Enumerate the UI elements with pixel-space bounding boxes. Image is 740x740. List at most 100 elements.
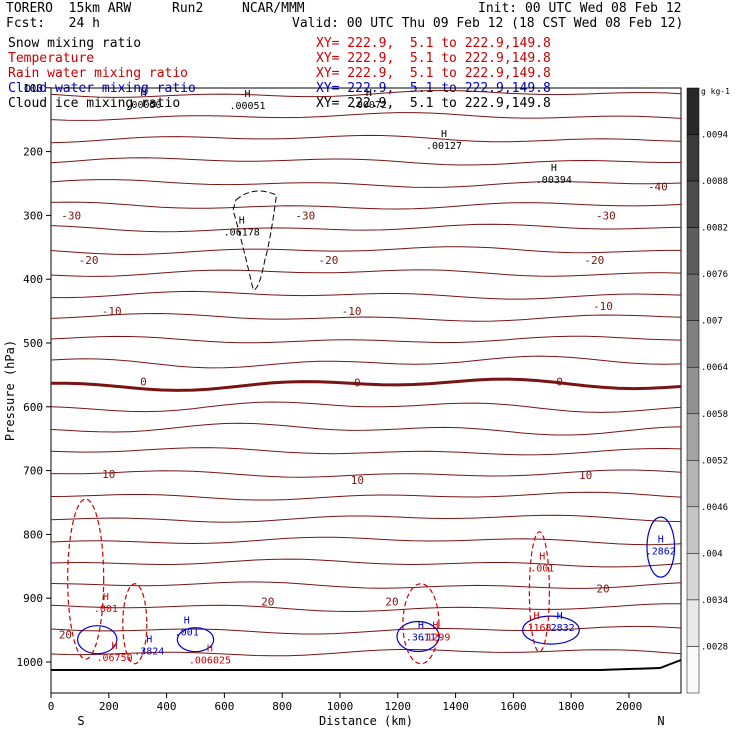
colorbar-tick-label: .0058 [701, 410, 728, 420]
maximum-label: .06750 [97, 653, 133, 664]
y-axis-label: Pressure (hPa) [3, 340, 17, 441]
south-end-label: S [77, 714, 84, 728]
temperature-label: -20 [584, 254, 604, 267]
isotherm [50, 603, 681, 613]
temperature-label: 20 [261, 595, 274, 608]
legend-range-cloud-ice: XY= 222.9, 5.1 to 222.9,149.8 [316, 96, 551, 111]
isotherm [50, 401, 682, 413]
colorbar-segment [686, 366, 700, 415]
colorbar-segment [686, 227, 700, 275]
isotherm [50, 422, 682, 436]
cloud-water-contour [176, 627, 215, 653]
isotherm [50, 312, 682, 322]
colorbar-segment [686, 553, 700, 601]
colorbar-tick-label: .0052 [701, 456, 728, 466]
maximum-marker: H [146, 635, 152, 646]
colorbar-tick-label: .0082 [701, 224, 728, 234]
maximum-label: .3824 [134, 647, 164, 658]
y-tick-label: 300 [23, 209, 43, 222]
maximum-label: .1168 [521, 623, 551, 634]
isotherm [50, 649, 682, 657]
colorbar-segment [686, 180, 700, 228]
cloud-water-contour [396, 620, 440, 653]
y-tick-label: 600 [23, 401, 43, 414]
maximum-marker: H [103, 592, 109, 603]
maximum-marker: H [418, 620, 424, 631]
temperature-label: 20 [596, 583, 609, 596]
maximum-label: .001 [530, 564, 554, 575]
temperature-label: -30 [596, 209, 616, 222]
isotherm [50, 179, 682, 188]
maximum-label: .001 [175, 627, 199, 638]
maximum-label: .00050 [125, 100, 161, 111]
cloud-ice-contour [232, 190, 277, 291]
colorbar-segment [686, 134, 700, 182]
maximum-label: .06178 [224, 227, 260, 238]
temperature-label: 20 [385, 595, 398, 608]
maximum-label: .001 [94, 604, 118, 615]
temperature-label: -20 [318, 254, 338, 267]
maximum-label: .00072 [351, 100, 387, 111]
y-tick-label: 800 [23, 528, 43, 541]
temperature-label: 20 [59, 629, 72, 642]
x-tick-label: 1800 [558, 700, 585, 713]
temperature-label: 0 [354, 377, 361, 390]
temperature-label: 10 [102, 468, 115, 481]
colorbar-segment [686, 646, 700, 694]
maximum-marker: H [441, 129, 447, 140]
colorbar-segment [686, 599, 700, 647]
maximum-marker: H [533, 611, 539, 622]
colorbar-tick-label: .0034 [701, 596, 728, 606]
isotherm [51, 377, 682, 392]
x-axis-label: Distance (km) [319, 714, 413, 728]
isotherm [50, 157, 682, 166]
isotherm [51, 290, 682, 300]
ground-line [51, 659, 682, 671]
x-tick-label: 0 [48, 700, 55, 713]
colorbar-tick-label: .0064 [701, 363, 728, 373]
maximum-label: .1299 [420, 632, 450, 643]
maximum-marker: H [140, 88, 146, 99]
isotherm [50, 491, 682, 501]
rain-water-contour [122, 583, 148, 665]
temperature-label: -30 [295, 209, 315, 222]
isotherm [50, 246, 681, 256]
y-tick-label: 700 [23, 465, 43, 478]
colorbar-segment [686, 320, 700, 368]
colorbar-segment [686, 87, 700, 135]
rain-water-contour [67, 498, 105, 660]
isotherm [50, 112, 682, 121]
x-tick-label: 1200 [385, 700, 412, 713]
y-tick-label: 200 [23, 146, 43, 159]
north-end-label: N [657, 714, 664, 728]
colorbar-segment [686, 273, 700, 321]
x-tick-label: 400 [157, 700, 177, 713]
valid-time: Valid: 00 UTC Thu 09 Feb 12 (18 CST Wed … [292, 16, 684, 31]
isotherm [50, 625, 682, 635]
isotherm [50, 269, 682, 277]
maximum-marker: H [551, 163, 557, 174]
colorbar-segment [686, 506, 700, 554]
y-tick-label: 1000 [17, 656, 44, 669]
plot-frame [50, 87, 682, 694]
maximum-marker: H [557, 611, 563, 622]
rain-water-contour [402, 583, 440, 665]
legend-name-rain: Rain water mixing ratio [8, 66, 189, 81]
isotherm [50, 514, 682, 523]
maximum-label: .00127 [426, 141, 462, 152]
legend-range-rain: XY= 222.9, 5.1 to 222.9,149.8 [316, 66, 551, 81]
colorbar-tick-label: .007 [701, 317, 723, 327]
isotherm [50, 201, 682, 210]
x-tick-label: 200 [99, 700, 119, 713]
temperature-label: 10 [351, 474, 364, 487]
x-tick-label: 800 [272, 700, 292, 713]
maximum-marker: H [366, 88, 372, 99]
y-tick-label: 500 [23, 337, 43, 350]
maximum-marker: H [239, 215, 245, 226]
y-tick-label: 400 [23, 273, 43, 286]
colorbar-tick-label: .0088 [701, 177, 728, 187]
isotherm [50, 223, 682, 233]
org-label: NCAR/MMM [242, 1, 305, 16]
maximum-label: .2832 [545, 623, 575, 634]
temperature-label: -20 [79, 254, 99, 267]
